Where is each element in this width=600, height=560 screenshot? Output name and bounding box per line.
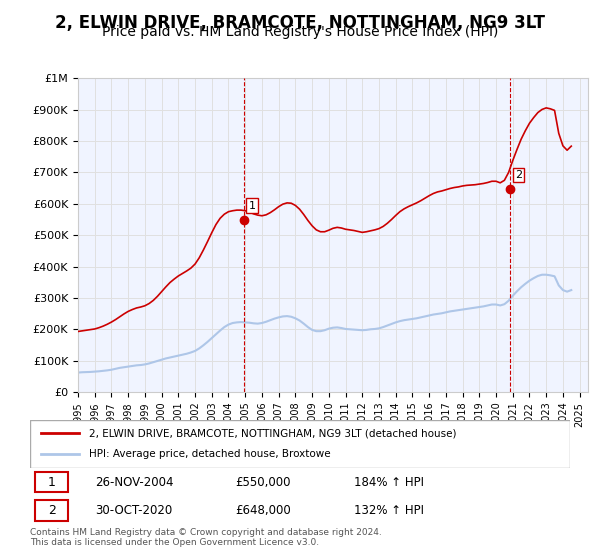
- Text: 1: 1: [248, 200, 256, 211]
- Text: 2, ELWIN DRIVE, BRAMCOTE, NOTTINGHAM, NG9 3LT: 2, ELWIN DRIVE, BRAMCOTE, NOTTINGHAM, NG…: [55, 14, 545, 32]
- Text: 30-OCT-2020: 30-OCT-2020: [95, 504, 172, 517]
- Text: HPI: Average price, detached house, Broxtowe: HPI: Average price, detached house, Brox…: [89, 449, 331, 459]
- Text: 2: 2: [515, 170, 522, 180]
- Text: 2: 2: [47, 504, 56, 517]
- FancyBboxPatch shape: [35, 500, 68, 521]
- Text: £648,000: £648,000: [235, 504, 291, 517]
- Text: 1: 1: [47, 475, 56, 488]
- Text: 26-NOV-2004: 26-NOV-2004: [95, 475, 173, 488]
- Text: £550,000: £550,000: [235, 475, 290, 488]
- Text: 132% ↑ HPI: 132% ↑ HPI: [354, 504, 424, 517]
- Text: 2, ELWIN DRIVE, BRAMCOTE, NOTTINGHAM, NG9 3LT (detached house): 2, ELWIN DRIVE, BRAMCOTE, NOTTINGHAM, NG…: [89, 428, 457, 438]
- Text: Price paid vs. HM Land Registry's House Price Index (HPI): Price paid vs. HM Land Registry's House …: [102, 25, 498, 39]
- Text: 184% ↑ HPI: 184% ↑ HPI: [354, 475, 424, 488]
- FancyBboxPatch shape: [35, 472, 68, 492]
- Text: Contains HM Land Registry data © Crown copyright and database right 2024.
This d: Contains HM Land Registry data © Crown c…: [30, 528, 382, 547]
- FancyBboxPatch shape: [30, 420, 570, 468]
